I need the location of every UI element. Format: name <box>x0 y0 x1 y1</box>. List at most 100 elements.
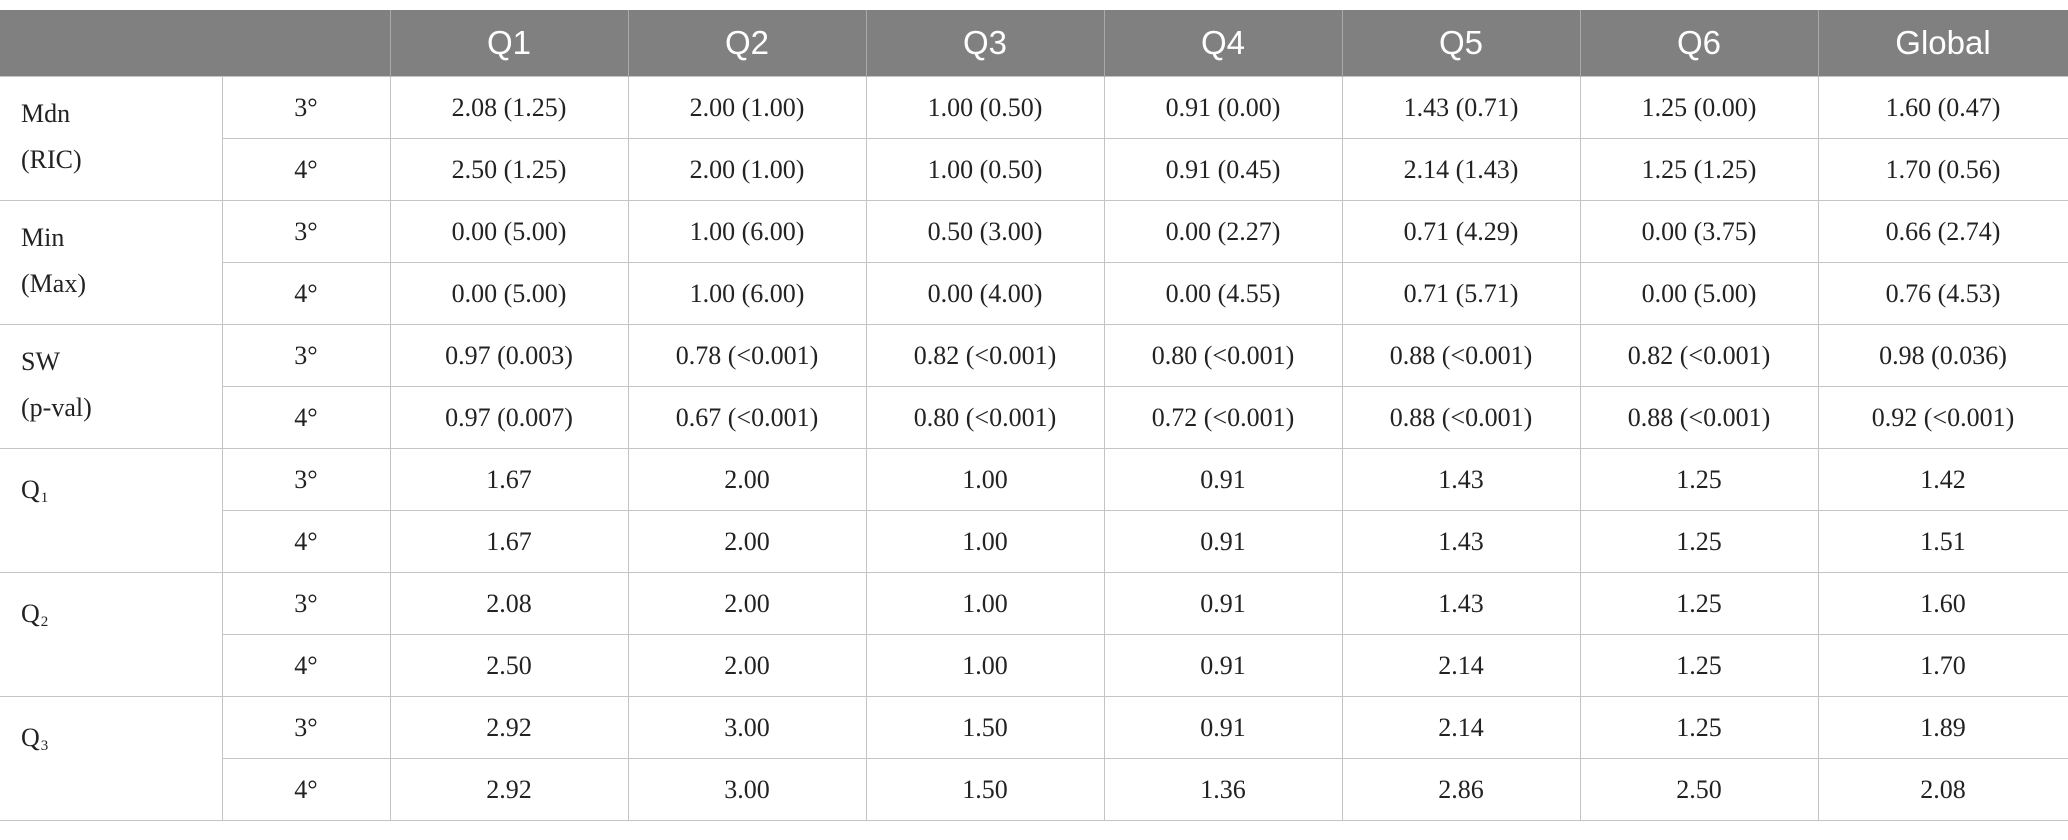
value-cell: 0.92 (<0.001) <box>1817 386 2068 449</box>
value-cell: 2.00 (1.00) <box>627 138 867 201</box>
value-cell: 0.88 (<0.001) <box>1579 386 1819 449</box>
value-cell: 1.00 <box>865 572 1105 635</box>
row-label-sub: (Max) <box>21 269 86 298</box>
header-global: Global <box>1817 10 2068 77</box>
grade-cell: 4° <box>221 758 391 821</box>
value-cell: 0.00 (2.27) <box>1103 200 1343 263</box>
value-cell: 0.88 (<0.001) <box>1341 386 1581 449</box>
table-row: Min (Max) 3° 0.00 (5.00) 1.00 (6.00) 0.5… <box>0 200 2068 325</box>
table-row: 4° 2.92 3.00 1.50 1.36 2.86 2.50 2.08 <box>0 758 2068 821</box>
value-cell: 1.00 <box>865 510 1105 573</box>
value-cell: 0.82 (<0.001) <box>865 324 1105 387</box>
table-row: Mdn (RIC) 3° 2.08 (1.25) 2.00 (1.00) 1.0… <box>0 76 2068 201</box>
value-cell: 3.00 <box>627 696 867 759</box>
value-cell: 1.25 <box>1579 634 1819 697</box>
row-label-sw-pval: SW (p-val) <box>0 324 223 449</box>
value-cell: 1.89 <box>1817 696 2068 759</box>
row-label-main: Min <box>21 223 65 252</box>
value-cell: 1.25 <box>1579 696 1819 759</box>
grade-cell: 3° <box>221 200 391 263</box>
value-cell: 1.00 <box>865 634 1105 697</box>
row-label-q3: Q3 <box>0 696 223 821</box>
row-label-main: Q <box>21 723 40 752</box>
value-cell: 2.00 <box>627 572 867 635</box>
value-cell: 0.91 <box>1103 572 1343 635</box>
header-q2: Q2 <box>627 10 867 77</box>
grade-cell: 4° <box>221 138 391 201</box>
row-label-sub: (RIC) <box>21 145 82 174</box>
value-cell: 0.72 (<0.001) <box>1103 386 1343 449</box>
value-cell: 0.91 <box>1103 510 1343 573</box>
value-cell: 2.14 <box>1341 696 1581 759</box>
value-cell: 1.43 <box>1341 510 1581 573</box>
value-cell: 3.00 <box>627 758 867 821</box>
value-cell: 2.50 <box>1579 758 1819 821</box>
value-cell: 2.50 (1.25) <box>389 138 629 201</box>
value-cell: 2.92 <box>389 758 629 821</box>
row-label-main: Q <box>21 599 40 628</box>
row-label-q2: Q2 <box>0 572 223 697</box>
value-cell: 2.92 <box>389 696 629 759</box>
value-cell: 1.25 <box>1579 448 1819 511</box>
row-label-main: Mdn <box>21 99 71 128</box>
value-cell: 1.42 <box>1817 448 2068 511</box>
value-cell: 1.25 (0.00) <box>1579 76 1819 139</box>
row-label-sub: (p-val) <box>21 393 92 422</box>
value-cell: 0.91 <box>1103 448 1343 511</box>
grade-cell: 4° <box>221 634 391 697</box>
row-label-subscript: 1 <box>40 490 49 506</box>
grade-cell: 4° <box>221 510 391 573</box>
table-row: 4° 1.67 2.00 1.00 0.91 1.43 1.25 1.51 <box>0 510 2068 573</box>
table-row: Q1 3° 1.67 2.00 1.00 0.91 1.43 1.25 1.42 <box>0 448 2068 573</box>
value-cell: 0.80 (<0.001) <box>865 386 1105 449</box>
value-cell: 0.91 (0.00) <box>1103 76 1343 139</box>
value-cell: 0.98 (0.036) <box>1817 324 2068 387</box>
value-cell: 2.00 <box>627 510 867 573</box>
value-cell: 0.88 (<0.001) <box>1341 324 1581 387</box>
value-cell: 2.08 (1.25) <box>389 76 629 139</box>
value-cell: 1.25 (1.25) <box>1579 138 1819 201</box>
value-cell: 2.00 <box>627 448 867 511</box>
value-cell: 0.00 (5.00) <box>389 200 629 263</box>
row-label-subscript: 2 <box>40 614 49 630</box>
table-row: Q2 3° 2.08 2.00 1.00 0.91 1.43 1.25 1.60 <box>0 572 2068 697</box>
value-cell: 0.91 <box>1103 634 1343 697</box>
row-label-mdn-ric: Mdn (RIC) <box>0 76 223 201</box>
row-label-subscript: 3 <box>40 738 49 754</box>
value-cell: 0.82 (<0.001) <box>1579 324 1819 387</box>
value-cell: 1.50 <box>865 758 1105 821</box>
value-cell: 2.00 <box>627 634 867 697</box>
table-row: 4° 2.50 2.00 1.00 0.91 2.14 1.25 1.70 <box>0 634 2068 697</box>
value-cell: 0.00 (4.55) <box>1103 262 1343 325</box>
value-cell: 1.51 <box>1817 510 2068 573</box>
value-cell: 2.14 <box>1341 634 1581 697</box>
table-row: Q3 3° 2.92 3.00 1.50 0.91 2.14 1.25 1.89 <box>0 696 2068 821</box>
value-cell: 1.60 <box>1817 572 2068 635</box>
value-cell: 2.86 <box>1341 758 1581 821</box>
value-cell: 2.00 (1.00) <box>627 76 867 139</box>
table-row: 4° 0.97 (0.007) 0.67 (<0.001) 0.80 (<0.0… <box>0 386 2068 449</box>
value-cell: 0.76 (4.53) <box>1817 262 2068 325</box>
header-row: Q1 Q2 Q3 Q4 Q5 Q6 Global <box>0 10 2068 77</box>
value-cell: 1.00 <box>865 448 1105 511</box>
grade-cell: 4° <box>221 262 391 325</box>
grade-cell: 3° <box>221 696 391 759</box>
value-cell: 1.67 <box>389 448 629 511</box>
value-cell: 0.78 (<0.001) <box>627 324 867 387</box>
value-cell: 0.91 (0.45) <box>1103 138 1343 201</box>
value-cell: 0.66 (2.74) <box>1817 200 2068 263</box>
value-cell: 2.50 <box>389 634 629 697</box>
value-cell: 0.71 (4.29) <box>1341 200 1581 263</box>
value-cell: 0.50 (3.00) <box>865 200 1105 263</box>
value-cell: 1.43 (0.71) <box>1341 76 1581 139</box>
table-row: 4° 2.50 (1.25) 2.00 (1.00) 1.00 (0.50) 0… <box>0 138 2068 201</box>
value-cell: 1.25 <box>1579 510 1819 573</box>
value-cell: 1.70 (0.56) <box>1817 138 2068 201</box>
value-cell: 1.67 <box>389 510 629 573</box>
value-cell: 1.43 <box>1341 448 1581 511</box>
value-cell: 2.14 (1.43) <box>1341 138 1581 201</box>
value-cell: 0.97 (0.007) <box>389 386 629 449</box>
statistics-table: Q1 Q2 Q3 Q4 Q5 Q6 Global Mdn (RIC) 3° 2.… <box>0 10 2068 821</box>
row-label-main: Q <box>21 475 40 504</box>
table-body: Mdn (RIC) 3° 2.08 (1.25) 2.00 (1.00) 1.0… <box>0 76 2068 821</box>
